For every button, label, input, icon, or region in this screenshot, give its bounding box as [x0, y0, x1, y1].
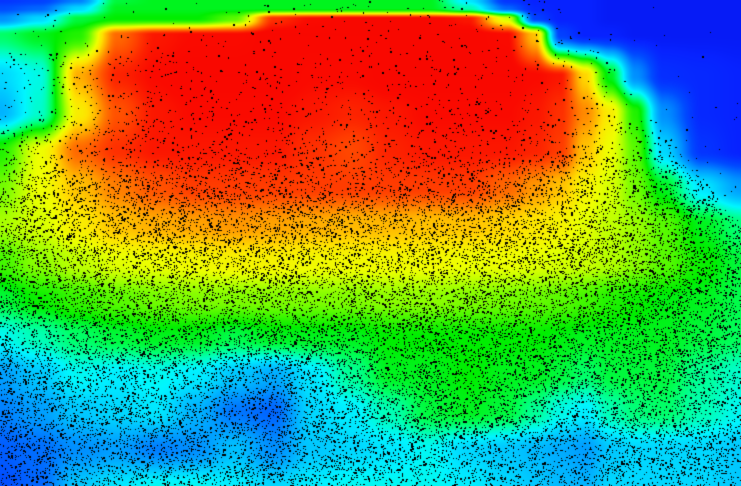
point-cloud-viewport	[0, 0, 741, 486]
terrain-render-canvas[interactable]	[0, 0, 741, 486]
